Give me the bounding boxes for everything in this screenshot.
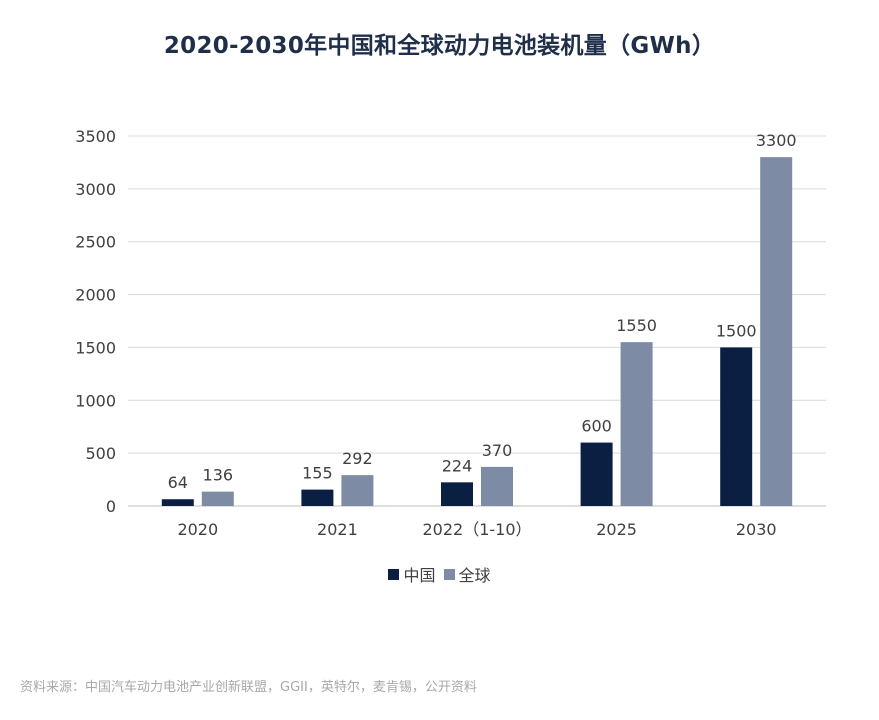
y-tick-label: 1500: [75, 338, 116, 357]
data-label: 64: [168, 473, 188, 492]
legend-item-global: 全球: [443, 562, 491, 586]
bar-global: [481, 466, 513, 506]
legend-label: 全球: [458, 566, 491, 585]
data-label: 370: [482, 441, 513, 460]
y-tick-label: 3500: [75, 127, 116, 146]
bar-china: [161, 499, 194, 506]
y-tick-label: 500: [85, 444, 116, 463]
legend-swatch: [388, 568, 400, 580]
y-tick-label: 2500: [75, 233, 116, 252]
data-label: 155: [302, 464, 333, 483]
bar-china: [441, 482, 473, 506]
bar-china: [720, 347, 753, 506]
data-label: 292: [342, 449, 373, 468]
bar-chart: 0 500 1000 1500 2000 2500 3000 3500 64 136 2020 155…: [75, 127, 826, 539]
y-tick-label: 0: [106, 497, 116, 516]
bar-china: [301, 489, 334, 506]
source-note: 资料来源：中国汽车动力电池产业创新联盟，GGII，英特尔，麦肯锡，公开资料: [20, 680, 477, 695]
legend-item-china: 中国: [388, 562, 436, 586]
bar-global: [760, 157, 793, 506]
data-label: 136: [203, 466, 234, 485]
x-category-label: 2021: [317, 520, 358, 539]
bar-global: [201, 491, 234, 506]
chart-title: 2020-2030年中国和全球动力电池装机量（GWh）: [163, 33, 716, 59]
bar-global: [620, 342, 653, 506]
x-category-label: 2025: [596, 520, 637, 539]
chart-legend: 中国 全球: [0, 562, 879, 586]
y-tick-label: 2000: [75, 286, 116, 305]
legend-label: 中国: [403, 566, 436, 585]
legend-swatch: [443, 568, 455, 580]
y-tick-label: 3000: [75, 180, 116, 199]
data-label: 600: [581, 417, 612, 436]
x-category-label: 2030: [736, 520, 777, 539]
y-tick-label: 1000: [75, 391, 116, 410]
data-label: 1550: [616, 316, 657, 335]
x-category-label: 2020: [177, 520, 218, 539]
bar-global: [341, 475, 374, 506]
data-label: 224: [442, 456, 473, 475]
data-label: 3300: [756, 131, 797, 150]
x-category-label: 2022（1-10）: [422, 520, 531, 539]
data-label: 1500: [716, 321, 757, 340]
bar-china: [580, 442, 613, 506]
